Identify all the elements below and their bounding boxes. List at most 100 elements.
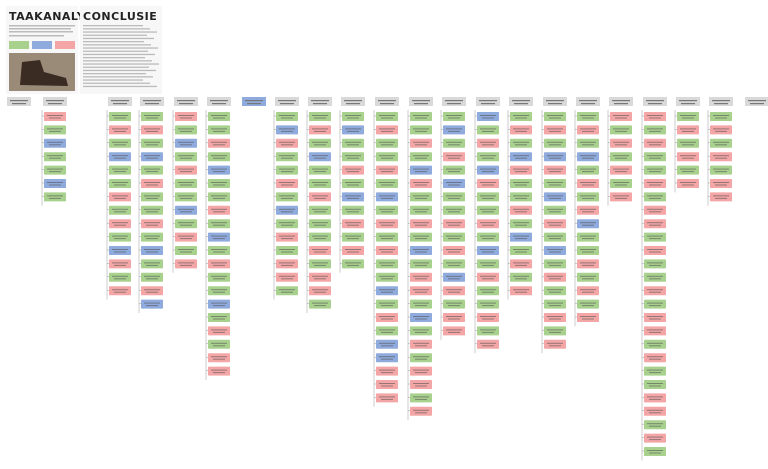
- step-text-line: [649, 278, 661, 280]
- step-text-line: [582, 264, 594, 266]
- step-text-line: [448, 157, 460, 159]
- step-box: [141, 259, 163, 269]
- step-box: [208, 125, 230, 135]
- step-text-line: [413, 329, 429, 331]
- step-box: [109, 286, 131, 296]
- column-header: [576, 97, 600, 106]
- step-text-line: [513, 155, 529, 157]
- step-text-line: [314, 157, 326, 159]
- step-text-line: [547, 275, 563, 277]
- step-text-line: [314, 184, 326, 186]
- step-text-line: [114, 171, 126, 173]
- step-box: [477, 192, 499, 202]
- step-text-line: [381, 251, 393, 253]
- step-box: [44, 179, 66, 188]
- step-box: [175, 125, 197, 135]
- step-box: [477, 286, 499, 296]
- step-text-line: [649, 197, 661, 199]
- step-text-line: [146, 278, 158, 280]
- step-text-line: [213, 238, 225, 240]
- step-box: [376, 138, 398, 148]
- step-text-line: [281, 264, 293, 266]
- step-text-line: [213, 305, 225, 307]
- text-line: [83, 28, 150, 30]
- step-box: [410, 353, 432, 363]
- step-text-line: [379, 396, 395, 398]
- step-text-line: [211, 356, 227, 358]
- step-text-line: [480, 141, 496, 143]
- step-box: [410, 339, 432, 349]
- text-line: [83, 69, 156, 72]
- step-box: [443, 205, 465, 215]
- step-text-line: [381, 345, 393, 347]
- step-box: [175, 165, 197, 175]
- step-box: [109, 219, 131, 229]
- step-text-line: [482, 345, 494, 347]
- step-text-line: [480, 316, 496, 317]
- step-text-line: [649, 425, 661, 427]
- text-line: [83, 76, 153, 78]
- step-box: [276, 259, 298, 269]
- step-box: [644, 192, 666, 202]
- step-text-line: [580, 302, 596, 304]
- step-text-line: [580, 195, 596, 197]
- step-box: [410, 299, 432, 309]
- step-text-line: [314, 197, 326, 199]
- step-text-line: [513, 168, 529, 170]
- step-box: [208, 192, 230, 202]
- step-box: [309, 205, 331, 215]
- step-text-line: [413, 289, 429, 291]
- step-text-line: [47, 128, 63, 130]
- step-text-line: [682, 130, 694, 132]
- step-text-line: [112, 155, 128, 157]
- step-text-line: [647, 182, 663, 183]
- step-text-line: [415, 318, 427, 320]
- step-text-line: [146, 197, 158, 199]
- step-text-line: [715, 197, 727, 199]
- step-text-line: [112, 115, 128, 116]
- step-text-line: [647, 115, 663, 116]
- step-text-line: [482, 264, 494, 266]
- header-text-line: [514, 103, 528, 105]
- step-text-line: [547, 141, 563, 143]
- step-text-line: [713, 115, 729, 116]
- step-text-line: [379, 222, 395, 224]
- step-box: [342, 192, 364, 202]
- step-box: [376, 246, 398, 255]
- step-box: [342, 219, 364, 229]
- step-box: [677, 138, 699, 148]
- step-text-line: [513, 249, 529, 250]
- step-text-line: [415, 412, 427, 414]
- step-text-line: [682, 184, 694, 186]
- step-text-line: [480, 208, 496, 210]
- text-line: [83, 31, 157, 33]
- step-box: [208, 232, 230, 242]
- step-text-line: [345, 262, 361, 264]
- step-text-line: [178, 208, 194, 210]
- step-box: [208, 339, 230, 349]
- step-box: [544, 339, 566, 349]
- step-text-line: [513, 208, 529, 210]
- step-text-line: [114, 184, 126, 186]
- step-box: [477, 152, 499, 162]
- step-box: [477, 165, 499, 175]
- header-text-line: [714, 103, 728, 105]
- step-text-line: [549, 251, 561, 253]
- step-text-line: [146, 211, 158, 213]
- step-text-line: [415, 291, 427, 293]
- step-box: [175, 232, 197, 242]
- step-text-line: [279, 155, 295, 157]
- step-text-line: [547, 115, 563, 116]
- step-text-line: [549, 318, 561, 320]
- step-text-line: [312, 208, 328, 210]
- step-box: [577, 272, 599, 282]
- step-box: [710, 138, 732, 148]
- step-box: [141, 286, 163, 296]
- step-text-line: [312, 235, 328, 237]
- step-text-line: [211, 235, 227, 237]
- step-text-line: [379, 275, 395, 277]
- step-text-line: [549, 305, 561, 307]
- step-box: [577, 259, 599, 269]
- step-box: [443, 165, 465, 175]
- header-text-line: [311, 100, 329, 102]
